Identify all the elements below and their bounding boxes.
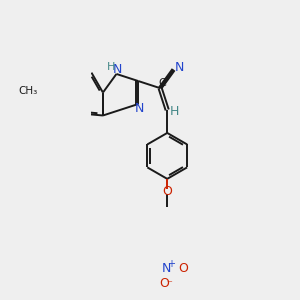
Text: O: O bbox=[159, 277, 169, 290]
Text: O: O bbox=[162, 185, 172, 199]
Text: CH₃: CH₃ bbox=[19, 86, 38, 96]
Text: C: C bbox=[158, 78, 166, 88]
Text: +: + bbox=[167, 259, 175, 269]
Text: N: N bbox=[135, 102, 144, 115]
Text: H: H bbox=[169, 105, 179, 118]
Text: ⁻: ⁻ bbox=[167, 279, 172, 289]
Text: O: O bbox=[178, 262, 188, 275]
Text: N: N bbox=[175, 61, 184, 74]
Text: N: N bbox=[161, 262, 171, 275]
Text: H: H bbox=[107, 62, 116, 72]
Text: N: N bbox=[113, 63, 122, 76]
